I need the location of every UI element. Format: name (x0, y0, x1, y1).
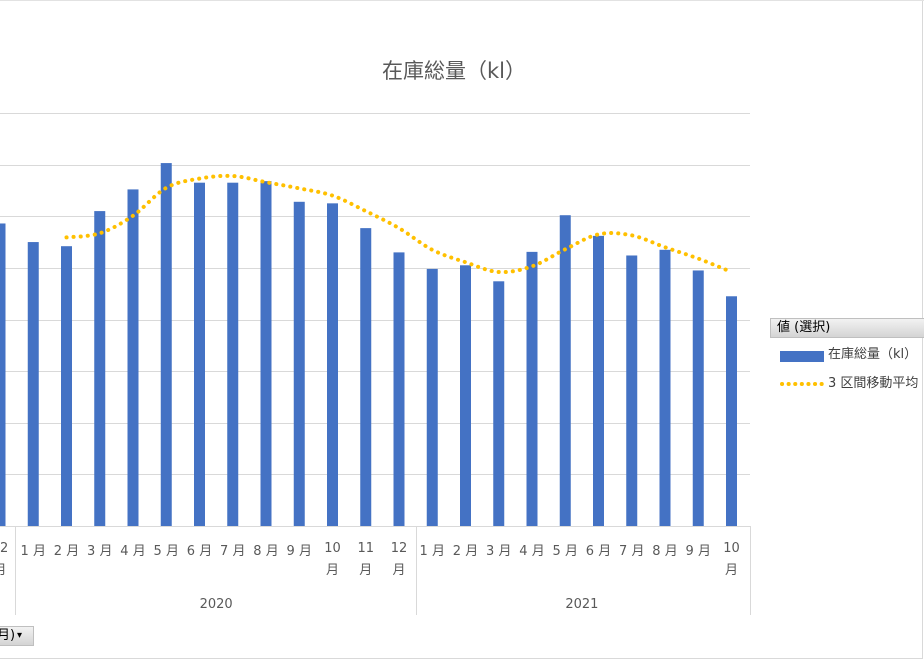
legend-label-bar: 在庫総量（kl） (828, 347, 918, 362)
legend[interactable]: 値 (選択) 在庫総量（kl） 3 区間移動平均 (770, 318, 924, 398)
bar (426, 268, 438, 526)
legend-header-button[interactable]: 値 (選択) (770, 318, 924, 338)
chart-title: 在庫総量（kl） (382, 59, 526, 83)
month-tick-label: 月 (359, 563, 372, 578)
bar (227, 182, 239, 526)
legend-item-bar[interactable]: 在庫総量（kl） (780, 345, 924, 365)
month-tick-label: 10 (324, 541, 341, 556)
bar (626, 255, 638, 527)
month-tick-label: 4 月 (519, 544, 544, 559)
month-tick-label: 1 月 (21, 544, 46, 559)
month-tick-label: 10 (723, 541, 740, 556)
field-filter-button[interactable]: 月) ▾ (0, 626, 34, 646)
month-tick-label: 2 月 (453, 544, 478, 559)
bar (160, 163, 172, 527)
bar-series (0, 163, 737, 527)
bar (260, 181, 272, 526)
month-tick-label: 月 (0, 563, 7, 578)
month-tick-label: 6 月 (586, 544, 611, 559)
legend-swatch-line (780, 382, 826, 386)
month-tick-label: 1 月 (420, 544, 445, 559)
bar (194, 182, 205, 526)
bar (61, 246, 72, 526)
month-tick-label: 6 月 (187, 544, 212, 559)
bar (726, 296, 737, 526)
month-tick-label: 月 (326, 563, 339, 578)
bar (94, 211, 106, 526)
bar (327, 203, 338, 526)
bar (692, 270, 704, 526)
year-label: 2020 (200, 597, 233, 612)
bar (360, 228, 372, 526)
month-tick-label: 11 (357, 541, 374, 556)
bar (393, 252, 405, 526)
month-tick-label: 4 月 (120, 544, 145, 559)
month-tick-label: 5 月 (154, 544, 179, 559)
legend-swatch-bar (780, 351, 824, 362)
bar (127, 189, 139, 526)
bar (593, 235, 604, 526)
month-tick-label: 9 月 (686, 544, 711, 559)
dropdown-arrow-icon: ▾ (17, 630, 23, 641)
month-tick-label: 3 月 (87, 544, 112, 559)
month-tick-label: 月 (392, 563, 405, 578)
month-tick-label: 3 月 (486, 544, 511, 559)
month-tick-label: 5 月 (553, 544, 578, 559)
bar (27, 242, 39, 526)
month-tick-label: 12 (0, 541, 8, 556)
month-tick-label: 9 月 (287, 544, 312, 559)
month-tick-label: 7 月 (619, 544, 644, 559)
gridlines (0, 113, 750, 527)
legend-label-line: 3 区間移動平均 (828, 376, 919, 391)
month-tick-label: 月 (725, 563, 738, 578)
field-button-label: 月) (0, 628, 16, 643)
month-tick-label: 12 (391, 541, 408, 556)
month-tick-label: 2 月 (54, 544, 79, 559)
bar (559, 215, 571, 526)
month-tick-label: 8 月 (253, 544, 278, 559)
bar (0, 223, 6, 527)
month-tick-label: 8 月 (652, 544, 677, 559)
top-border (0, 0, 924, 1)
bar (526, 251, 538, 526)
legend-item-line[interactable]: 3 区間移動平均 (780, 374, 924, 394)
bar (460, 265, 471, 526)
bar (493, 281, 505, 526)
month-tick-label: 7 月 (220, 544, 245, 559)
bar (659, 249, 671, 526)
bar (293, 201, 305, 527)
year-label: 2021 (565, 597, 598, 612)
